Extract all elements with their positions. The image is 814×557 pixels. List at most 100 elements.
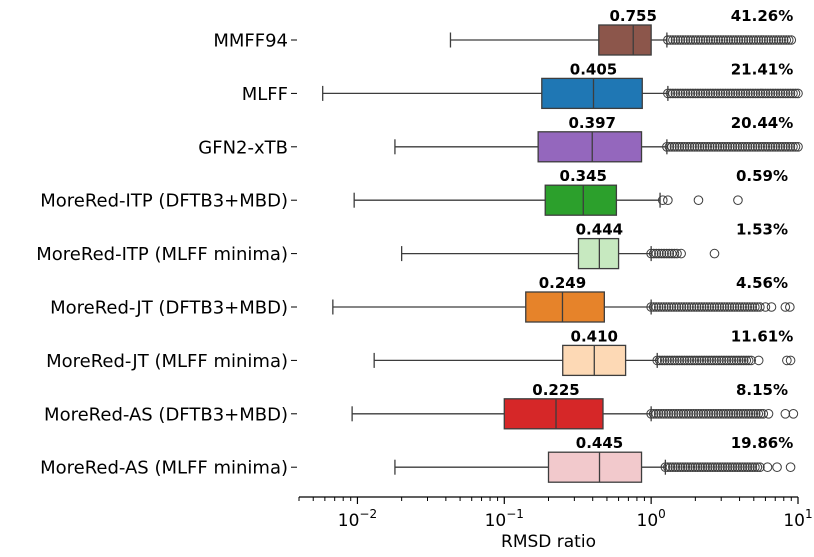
outlier-point xyxy=(752,462,763,473)
outlier-point xyxy=(712,462,723,473)
outlier-point xyxy=(724,302,735,312)
outlier-point xyxy=(707,462,718,473)
outlier-point xyxy=(673,409,684,419)
outlier-point xyxy=(729,355,739,366)
outlier-point xyxy=(683,409,694,419)
outlier-point xyxy=(755,409,766,419)
outlier-point xyxy=(653,302,664,312)
outlier-point xyxy=(752,142,763,152)
outlier-point xyxy=(668,409,679,419)
outlier-point xyxy=(722,142,733,152)
median-value-label: 0.405 xyxy=(570,60,617,78)
outlier-point xyxy=(721,409,731,419)
median-value-label: 0.444 xyxy=(576,221,623,239)
outlier-point xyxy=(685,462,696,473)
outlier-point xyxy=(760,88,771,99)
outlier-point xyxy=(689,355,700,366)
outlier-point xyxy=(652,355,663,366)
outlier-point xyxy=(665,462,676,473)
outlier-point xyxy=(692,462,703,473)
outlier-point xyxy=(663,195,673,205)
median-value-label: 0.249 xyxy=(539,274,586,292)
outlier-percentage-label: 41.26% xyxy=(731,7,793,25)
outlier-point xyxy=(733,88,743,99)
x-axis-title: RMSD ratio xyxy=(501,532,596,552)
median-value-label: 0.397 xyxy=(569,114,616,132)
outlier-point xyxy=(662,142,672,152)
outlier-point xyxy=(659,355,670,366)
outlier-point xyxy=(765,88,776,99)
outlier-point xyxy=(656,302,667,312)
outlier-point xyxy=(705,35,716,45)
outlier-point xyxy=(646,248,656,259)
series-row: MoreRed-AS (DFTB3+MBD) 0.225 8.15% xyxy=(44,381,799,430)
outlier-point xyxy=(727,462,738,473)
outlier-point xyxy=(664,302,674,312)
outlier-point xyxy=(646,302,656,312)
outlier-point xyxy=(773,88,783,99)
outlier-point xyxy=(678,409,689,419)
outlier-point xyxy=(728,409,739,419)
outlier-point xyxy=(683,88,693,99)
outlier-point xyxy=(721,355,732,366)
outlier-point xyxy=(720,88,731,99)
outlier-point xyxy=(732,302,742,312)
outlier-point xyxy=(697,462,708,473)
outlier-point xyxy=(708,35,719,45)
outlier-point xyxy=(710,88,721,99)
outlier-point xyxy=(736,35,746,45)
outlier-point xyxy=(664,142,675,152)
outlier-point xyxy=(688,35,698,45)
outlier-point xyxy=(734,355,744,366)
outlier-point xyxy=(781,35,792,45)
outlier-point xyxy=(731,409,741,419)
outlier-point xyxy=(734,302,745,312)
outlier-point xyxy=(656,248,667,259)
outlier-percentage-label: 0.59% xyxy=(736,167,788,185)
outlier-point xyxy=(710,462,720,473)
series-row: GFN2-xTB 0.397 20.44% xyxy=(198,114,803,163)
outliers xyxy=(660,462,796,473)
outlier-point xyxy=(680,35,691,45)
outlier-point xyxy=(788,142,798,152)
outlier-point xyxy=(654,248,664,259)
outlier-point xyxy=(726,35,736,45)
outlier-point xyxy=(682,355,692,366)
outlier-point xyxy=(716,355,727,366)
outlier-point xyxy=(772,462,782,473)
outlier-point xyxy=(715,142,725,152)
outlier-point xyxy=(701,355,712,366)
outlier-point xyxy=(778,35,789,45)
outlier-point xyxy=(699,302,710,312)
outlier-point xyxy=(669,302,679,312)
series-row: MMFF94 0.755 41.26% xyxy=(213,7,797,56)
outlier-point xyxy=(731,355,742,366)
outlier-point xyxy=(670,35,681,45)
outlier-point xyxy=(755,142,765,152)
outlier-point xyxy=(711,409,721,419)
outlier-point xyxy=(753,88,763,99)
series-row: MoreRed-JT (DFTB3+MBD) 0.249 4.56% xyxy=(50,274,795,323)
category-label: MoreRed-JT (MLFF minima) xyxy=(46,351,288,372)
outlier-point xyxy=(705,88,716,99)
outlier-point xyxy=(681,302,692,312)
outlier-point xyxy=(773,142,783,152)
outlier-point xyxy=(733,195,743,205)
outlier-point xyxy=(687,355,697,366)
outlier-point xyxy=(701,302,712,312)
outlier-point xyxy=(713,88,723,99)
outlier-point xyxy=(691,302,702,312)
outlier-point xyxy=(717,142,728,152)
outlier-point xyxy=(674,302,684,312)
outlier-point xyxy=(675,462,686,473)
outlier-point xyxy=(753,35,764,45)
outlier-point xyxy=(737,302,747,312)
outlier-point xyxy=(696,355,707,366)
outlier-point xyxy=(676,248,686,259)
outlier-point xyxy=(663,88,673,99)
outlier-point xyxy=(730,88,741,99)
outlier-point xyxy=(768,35,779,45)
outlier-point xyxy=(745,88,756,99)
outlier-point xyxy=(741,35,751,45)
box-iqr xyxy=(577,237,620,270)
